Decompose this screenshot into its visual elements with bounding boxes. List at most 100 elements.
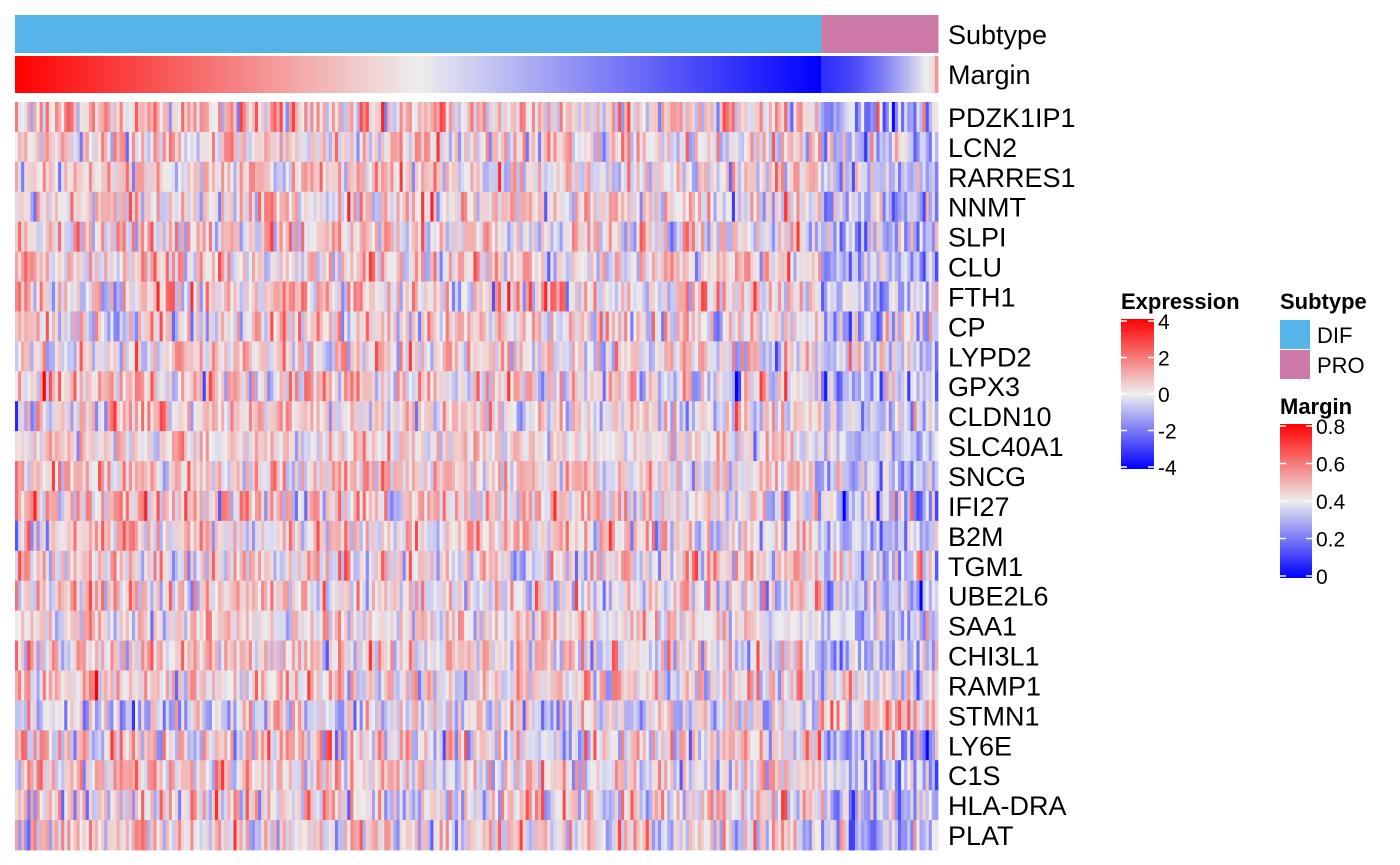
heatmap-cell [113,461,117,492]
heatmap-cell [898,251,902,282]
heatmap-cell [808,191,813,223]
heatmap-cell [107,221,111,252]
heatmap-cell [525,221,530,252]
heatmap-cell [310,401,314,432]
heatmap-cell [439,371,444,402]
heatmap-cell [261,520,265,552]
heatmap-cell [571,461,576,492]
heatmap-cell [538,191,542,223]
heatmap-cell [725,131,730,163]
heatmap-cell [701,161,705,193]
heatmap-cell [242,401,247,432]
heatmap-cell [116,251,121,282]
margin-cell [559,56,564,93]
heatmap-cell [248,490,253,522]
heatmap-cell [719,281,724,312]
heatmap-cell [113,221,117,252]
heatmap-cell [390,221,394,252]
heatmap-cell [421,520,425,552]
heatmap-cell [233,550,237,582]
margin-cell [258,56,262,93]
heatmap-cell [891,341,896,372]
heatmap-cell [322,251,327,282]
heatmap-cell [898,311,902,342]
heatmap-cell [934,341,939,372]
heatmap-cell [728,311,733,342]
heatmap-cell [36,161,41,193]
heatmap-cell [470,131,474,163]
heatmap-cell [319,371,324,402]
heatmap-cell [288,401,293,432]
heatmap-cell [24,490,28,522]
heatmap-cell [513,251,517,282]
heatmap-cell [174,131,179,163]
heatmap-cell [584,371,588,402]
heatmap-cell [147,251,151,282]
heatmap-cell [214,161,219,193]
heatmap-cell [242,371,247,402]
heatmap-cell [861,341,865,372]
heatmap-cell [734,102,739,133]
heatmap-cell [654,161,659,193]
heatmap-cell [138,251,142,282]
heatmap-cell [488,191,493,223]
margin-cell [913,56,917,93]
heatmap-cell [88,102,93,133]
heatmap-cell [61,281,65,312]
heatmap-cell [67,550,71,582]
heatmap-cell [658,431,662,462]
heatmap-cell [15,221,19,252]
heatmap-cell [433,221,437,252]
heatmap-cell [528,520,533,552]
heatmap-cell [916,102,920,133]
heatmap-cell [682,520,687,552]
heatmap-cell [162,520,167,552]
heatmap-cell [685,461,690,492]
heatmap-cell [805,102,810,133]
heatmap-cell [916,311,920,342]
heatmap-cell [670,161,674,193]
heatmap-cell [762,161,767,193]
heatmap-cell [894,221,899,252]
heatmap-cell [710,401,714,432]
heatmap-cell [171,311,176,342]
heatmap-cell [174,221,179,252]
heatmap-cell [451,341,456,372]
heatmap-cell [430,221,434,252]
heatmap-cell [504,371,508,402]
heatmap-cell [390,431,394,462]
heatmap-cell [390,102,394,133]
heatmap-cell [876,131,880,163]
heatmap-cell [230,191,234,223]
heatmap-cell [184,490,188,522]
margin-cell [162,56,167,93]
margin-cell [144,56,148,93]
heatmap-cell [482,161,487,193]
heatmap-cell [473,221,477,252]
heatmap-cell [461,221,465,252]
heatmap-cell [113,371,117,402]
heatmap-cell [494,550,499,582]
heatmap-cell [756,490,760,522]
heatmap-cell [67,251,71,282]
heatmap-cell [45,371,50,402]
heatmap-cell [651,102,656,133]
heatmap-cell [101,490,105,522]
heatmap-cell [759,251,764,282]
heatmap-cell [821,490,825,522]
heatmap-cell [516,131,520,163]
heatmap-cell [48,221,53,252]
heatmap-cell [15,102,19,133]
heatmap-cell [458,401,462,432]
heatmap-cell [267,251,271,282]
heatmap-cell [113,341,117,372]
margin-cell [858,56,862,93]
heatmap-cell [171,341,176,372]
heatmap-cell [879,281,884,312]
heatmap-cell [578,431,582,462]
margin-cell [301,56,305,93]
heatmap-cell [848,490,853,522]
heatmap-cell [18,311,22,342]
heatmap-cell [864,281,868,312]
heatmap-cell [147,341,151,372]
